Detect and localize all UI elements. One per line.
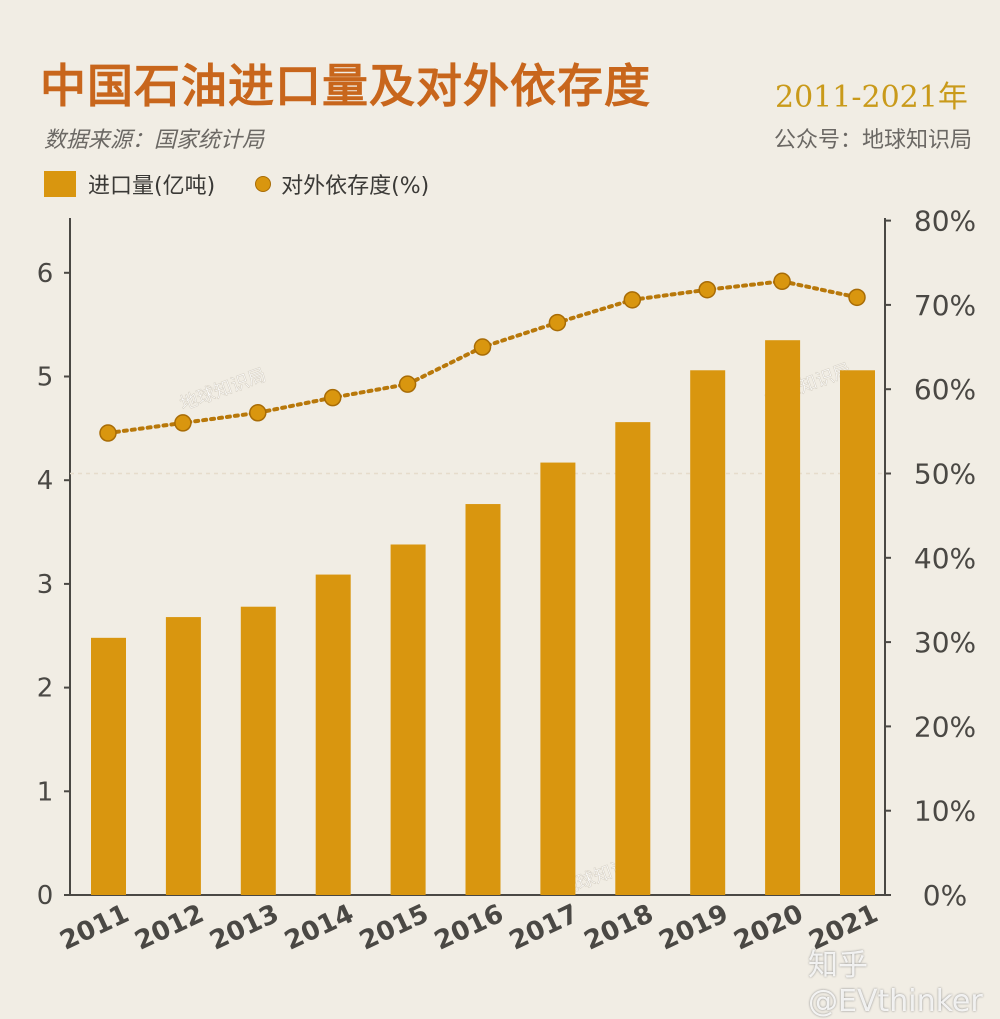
bar-2021: [840, 370, 875, 895]
bar-2017: [540, 462, 576, 895]
bar-2015: [390, 544, 426, 895]
left-tick-label: 5: [37, 363, 54, 393]
x-tick-label: 2017: [505, 899, 583, 957]
bar-2016: [465, 504, 501, 895]
right-tick-label: 70%: [914, 289, 976, 322]
x-tick-label: 2013: [205, 899, 283, 957]
left-tick-label: 4: [37, 466, 54, 496]
data-source: 数据来源：国家统计局: [44, 128, 265, 153]
bar-2020: [765, 340, 801, 896]
right-tick-label: 60%: [914, 373, 976, 406]
point-2019: [698, 280, 716, 299]
bar-2014: [315, 574, 351, 895]
x-tick-label: 2012: [130, 899, 208, 957]
point-2016: [473, 338, 492, 356]
bar-2012: [165, 617, 201, 895]
point-2020: [773, 272, 791, 291]
right-tick-label: 30%: [914, 626, 976, 659]
point-2012: [174, 414, 192, 432]
right-tick-label: 0%: [923, 879, 967, 912]
right-tick-label: 10%: [914, 795, 976, 828]
legend-dot-swatch: [255, 176, 272, 192]
point-2013: [249, 404, 267, 422]
point-2015: [398, 375, 417, 393]
point-2021: [848, 288, 866, 307]
dependency-line: [106, 279, 859, 436]
x-tick-label: 2016: [430, 899, 508, 957]
right-tick-label: 80%: [914, 205, 976, 238]
left-tick-label: 1: [37, 777, 54, 807]
legend-bar-swatch: [44, 171, 76, 197]
left-tick-label: 3: [37, 570, 54, 600]
legend-line-label: 对外依存度(%): [281, 174, 430, 199]
account-credit: 公众号：地球知识局: [773, 128, 972, 153]
bar-2018: [615, 422, 651, 895]
left-tick-label: 6: [37, 259, 54, 289]
x-tick-label: 2015: [355, 899, 433, 957]
x-tick-label: 2019: [655, 899, 733, 957]
x-tick-label: 2020: [730, 899, 808, 957]
legend: 进口量(亿吨) 对外依存度(%): [44, 168, 429, 200]
x-tick-label: 2011: [55, 899, 133, 957]
left-tick-label: 0: [37, 881, 54, 911]
chart-title: 中国石油进口量及对外依存度: [40, 59, 651, 113]
left-tick-label: 2: [37, 674, 54, 704]
right-tick-label: 40%: [914, 542, 976, 575]
point-2018: [623, 291, 642, 309]
x-tick-label: 2014: [280, 899, 358, 957]
chart-title-years: 2011-2021年: [775, 80, 968, 115]
x-tick-label: 2018: [580, 899, 658, 957]
point-2014: [323, 388, 342, 407]
bar-2011: [91, 637, 126, 895]
bottom-watermark: 知乎 @EVthinker: [808, 948, 983, 1019]
right-tick-label: 50%: [914, 458, 976, 491]
legend-bar-label: 进口量(亿吨): [88, 174, 216, 199]
point-2011: [99, 424, 117, 442]
bar-2013: [240, 606, 276, 895]
bar-2019: [690, 370, 726, 895]
point-2017: [548, 313, 567, 332]
right-tick-label: 20%: [914, 710, 976, 743]
